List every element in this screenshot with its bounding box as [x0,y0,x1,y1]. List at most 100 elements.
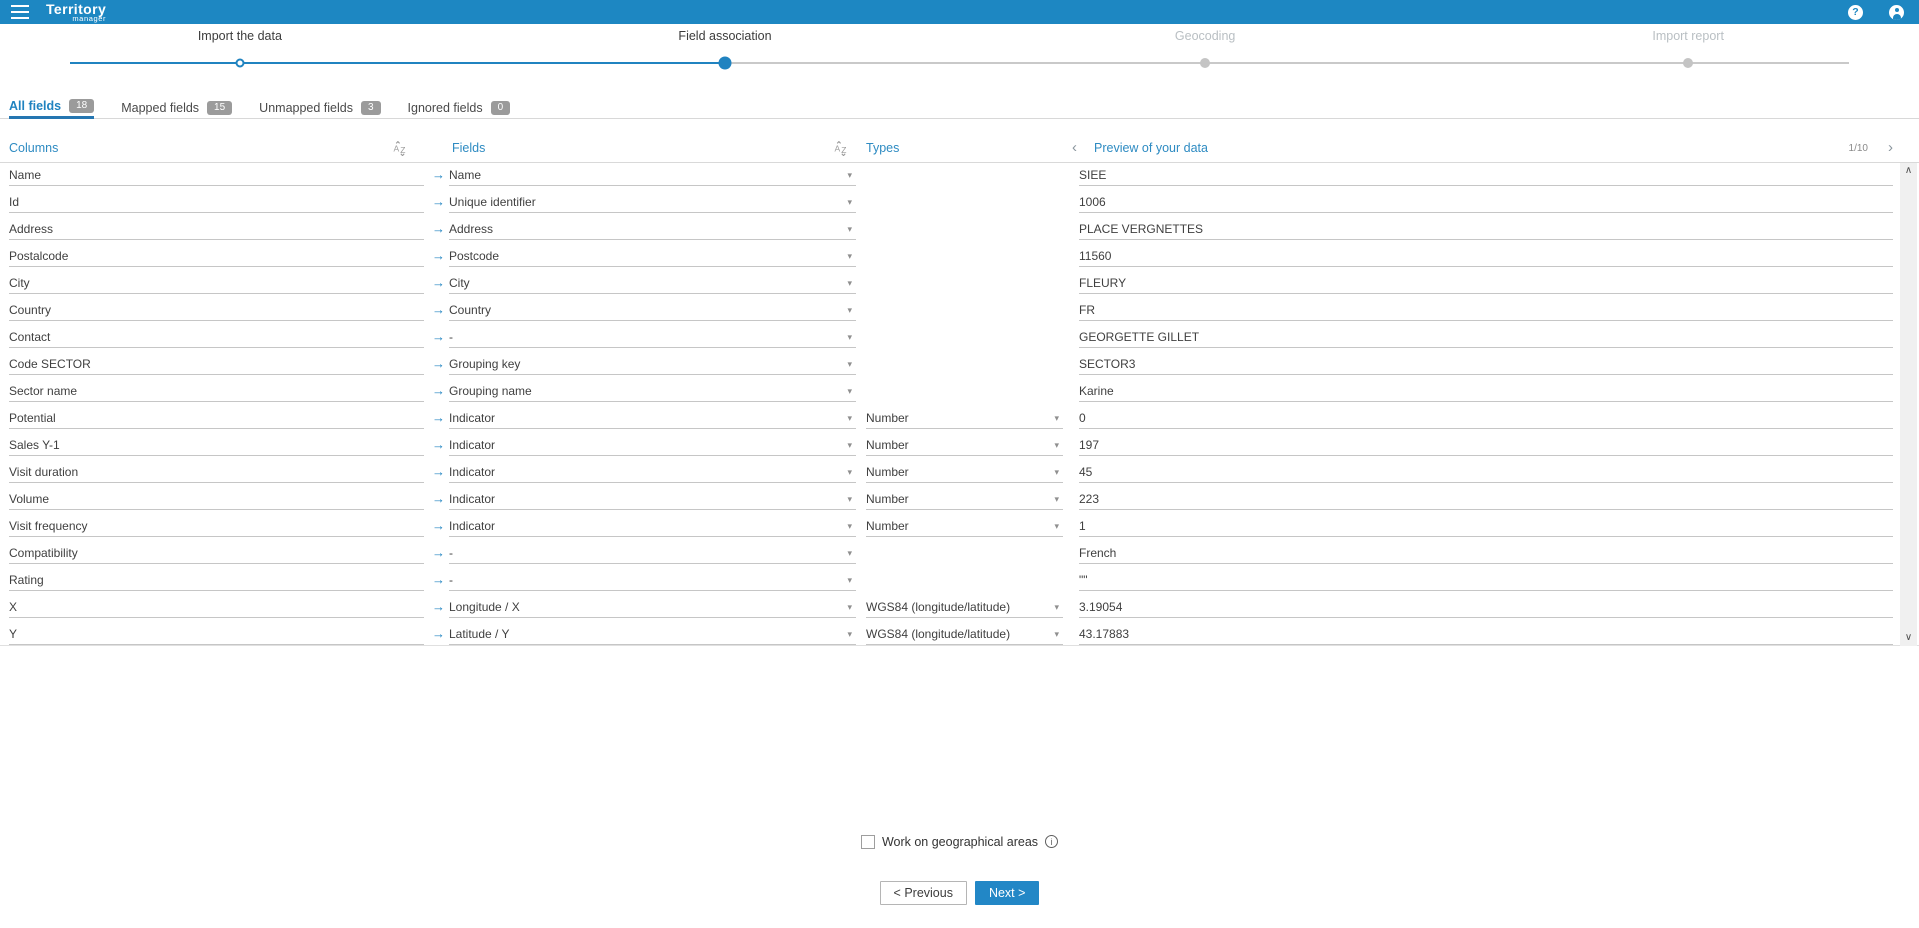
caret-down-icon[interactable]: ▾ [847,602,852,612]
column-cell: Potential [9,408,424,429]
column-cell: X [9,597,424,618]
step-dot-import-data[interactable] [235,58,245,68]
field-select[interactable]: Address ▾ [449,219,856,240]
preview-scrollbar[interactable]: ∧ ∨ [1900,163,1917,646]
field-select[interactable]: Name ▾ [449,165,856,186]
field-select[interactable]: - ▾ [449,543,856,564]
preview-value: Karine [1079,381,1893,402]
field-select[interactable]: Unique identifier ▾ [449,192,856,213]
scroll-down-icon[interactable]: ∨ [1904,632,1913,643]
sort-alpha-fields-icon[interactable]: A Z [834,141,848,156]
type-select[interactable]: Number ▾ [866,408,1063,429]
caret-down-icon[interactable]: ▾ [847,224,852,234]
arrow-right-icon: → [432,410,445,425]
step-dot-geocoding[interactable] [1200,58,1211,68]
preview-value: GEORGETTE GILLET [1079,327,1893,348]
preview-value: SIEE [1079,165,1893,186]
field-select[interactable]: Longitude / X ▾ [449,597,856,618]
table-row: Contact → - ▾ GEORGETTE GILLET [0,325,1919,352]
previous-button[interactable]: < Previous [879,881,967,905]
sort-alpha-columns-icon[interactable]: A Z [393,141,407,156]
info-icon[interactable]: i [1045,835,1059,848]
field-select[interactable]: Country ▾ [449,300,856,321]
caret-down-icon[interactable]: ▾ [1054,413,1059,423]
caret-down-icon[interactable]: ▾ [1054,521,1059,531]
wizard-navigation: < Previous Next > [0,881,1919,905]
menu-icon[interactable] [11,5,29,19]
caret-down-icon[interactable]: ▾ [847,359,852,369]
tab-unmapped-fields[interactable]: Unmapped fields 3 [259,97,381,119]
step-label-field-association: Field association [678,29,772,43]
caret-down-icon[interactable]: ▾ [847,494,852,504]
preview-prev-page-icon[interactable]: ‹ [1072,139,1077,156]
checkbox-label[interactable]: Work on geographical areas [881,834,1039,849]
type-select[interactable]: Number ▾ [866,489,1063,510]
field-select[interactable]: Indicator ▾ [449,435,856,456]
work-on-geographical-areas-checkbox[interactable] [860,834,875,849]
caret-down-icon[interactable]: ▾ [1054,602,1059,612]
type-select[interactable]: Number ▾ [866,435,1063,456]
field-select[interactable]: Indicator ▾ [449,516,856,537]
field-select[interactable]: Indicator ▾ [449,408,856,429]
arrow-right-icon: → [432,626,445,641]
tab-all-fields[interactable]: All fields 18 [9,97,95,119]
help-icon[interactable]: ? [1848,4,1863,20]
caret-down-icon[interactable]: ▾ [847,251,852,261]
field-select[interactable]: Postcode ▾ [449,246,856,267]
caret-down-icon[interactable]: ▾ [847,386,852,396]
caret-down-icon[interactable]: ▾ [847,521,852,531]
arrow-right-icon: → [432,248,445,263]
field-select[interactable]: Latitude / Y ▾ [449,624,856,645]
table-row: Name → Name ▾ SIEE [0,163,1919,190]
tab-count-badge: 3 [360,100,381,115]
step-label-geocoding: Geocoding [1174,29,1236,43]
column-cell: Visit duration [9,462,424,483]
field-select[interactable]: Indicator ▾ [449,489,856,510]
field-select[interactable]: City ▾ [449,273,856,294]
preview-value: French [1079,543,1893,564]
caret-down-icon[interactable]: ▾ [847,332,852,342]
caret-down-icon[interactable]: ▾ [847,278,852,288]
type-select[interactable]: WGS84 (longitude/latitude) ▾ [866,624,1063,645]
type-select[interactable]: WGS84 (longitude/latitude) ▾ [866,597,1063,618]
caret-down-icon[interactable]: ▾ [847,197,852,207]
field-select[interactable]: Indicator ▾ [449,462,856,483]
caret-down-icon[interactable]: ▾ [847,467,852,477]
field-select[interactable]: - ▾ [449,327,856,348]
step-dot-import-report[interactable] [1683,58,1694,68]
field-select[interactable]: Grouping key ▾ [449,354,856,375]
arrow-right-icon: → [432,491,445,506]
caret-down-icon[interactable]: ▾ [847,629,852,639]
tab-ignored-fields[interactable]: Ignored fields 0 [408,97,511,119]
caret-down-icon[interactable]: ▾ [847,170,852,180]
next-button[interactable]: Next > [974,881,1040,905]
type-select[interactable]: Number ▾ [866,516,1063,537]
caret-down-icon[interactable]: ▾ [847,305,852,315]
step-dot-field-association[interactable] [718,56,732,70]
preview-value: 43.17883 [1079,624,1893,645]
app-logo: Territory manager [46,2,106,23]
caret-down-icon[interactable]: ▾ [1054,494,1059,504]
caret-down-icon[interactable]: ▾ [847,548,852,558]
table-row: Y → Latitude / Y ▾ WGS84 (longitude/latitude… [0,622,1919,645]
field-select[interactable]: - ▾ [449,570,856,591]
caret-down-icon[interactable]: ▾ [847,413,852,423]
caret-down-icon[interactable]: ▾ [1054,629,1059,639]
preview-next-page-icon[interactable]: › [1888,139,1893,156]
tab-label: Ignored fields [407,100,483,115]
caret-down-icon[interactable]: ▾ [1054,467,1059,477]
user-account-icon[interactable] [1889,4,1904,20]
field-select[interactable]: Grouping name ▾ [449,381,856,402]
scroll-up-icon[interactable]: ∧ [1904,165,1913,176]
caret-down-icon[interactable]: ▾ [1054,440,1059,450]
caret-down-icon[interactable]: ▾ [847,575,852,585]
column-cell: Country [9,300,424,321]
column-cell: Contact [9,327,424,348]
preview-value: SECTOR3 [1079,354,1893,375]
type-select[interactable]: Number ▾ [866,462,1063,483]
table-row: Address → Address ▾ PLACE VERGNETTES [0,217,1919,244]
arrow-right-icon: → [432,383,445,398]
preview-value: "" [1079,570,1893,591]
tab-mapped-fields[interactable]: Mapped fields 15 [121,97,233,119]
caret-down-icon[interactable]: ▾ [847,440,852,450]
